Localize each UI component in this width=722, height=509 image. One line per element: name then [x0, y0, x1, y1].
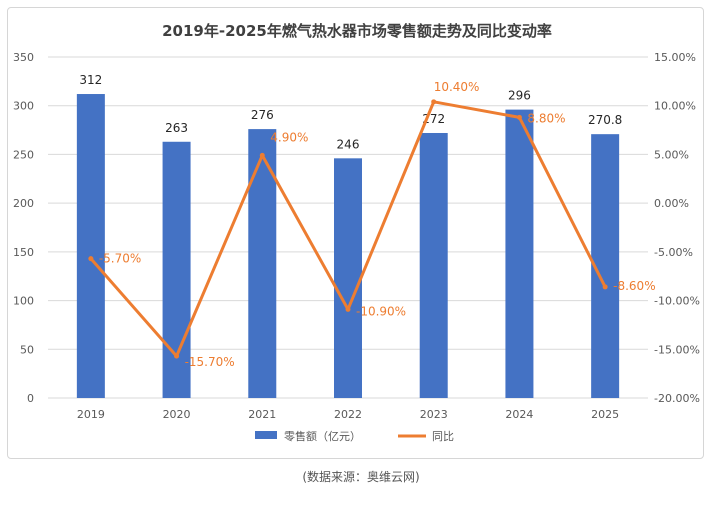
chart-card: 2019年-2025年燃气热水器市场零售额走势及同比变动率 0 50 100 150 20…: [7, 7, 704, 459]
x-tick-label: 2021: [248, 408, 276, 421]
line-point: [345, 306, 351, 312]
y-left-tick-label: 300: [13, 100, 34, 113]
legend-label-line: 同比: [432, 430, 454, 443]
x-tick-label: 2023: [420, 408, 448, 421]
combo-chart: 2019年-2025年燃气热水器市场零售额走势及同比变动率 0 50 100 150 20…: [13, 22, 700, 443]
bar-value-label: 246: [337, 137, 360, 151]
y-right-tick-label: 0.00%: [654, 197, 689, 210]
line-point: [88, 256, 94, 262]
x-tick-label: 2025: [591, 408, 619, 421]
x-tick-label: 2019: [77, 408, 105, 421]
y-right-tick-label: -20.00%: [654, 392, 700, 405]
bar: [419, 132, 448, 398]
bar-value-label: 312: [79, 73, 102, 87]
line-point: [516, 114, 522, 120]
bar: [76, 94, 105, 398]
y-left-tick-label: 0: [27, 392, 34, 405]
y-left-tick-label: 350: [13, 51, 34, 64]
x-tick-label: 2022: [334, 408, 362, 421]
bar: [334, 158, 362, 398]
line-value-label: -5.70%: [99, 252, 141, 266]
y-left-tick-label: 250: [13, 148, 34, 161]
x-tick-label: 2024: [505, 408, 533, 421]
bar-value-label: 296: [508, 89, 531, 103]
y-right-tick-label: -10.00%: [654, 295, 700, 308]
line-point: [259, 152, 265, 158]
bar: [248, 129, 277, 398]
y-left-tick-label: 50: [20, 343, 34, 356]
line-value-label: 8.80%: [527, 111, 565, 125]
legend-swatch-bar: [255, 431, 277, 439]
y-right-tick-label: -15.00%: [654, 343, 700, 356]
bar-value-label: 270.8: [588, 113, 622, 127]
y-right-tick-label: 10.00%: [654, 100, 696, 113]
line-value-label: -8.60%: [613, 279, 655, 293]
line-point: [174, 353, 180, 359]
data-source: (数据来源：奥维云网): [302, 470, 420, 484]
legend-label-bar: 零售额（亿元）: [284, 429, 361, 443]
y-left-tick-label: 200: [13, 197, 34, 210]
y-left-tick-label: 150: [13, 246, 34, 259]
line-value-label: 10.40%: [434, 80, 480, 94]
y-left-tick-label: 100: [13, 295, 34, 308]
line-value-label: -15.70%: [185, 355, 235, 369]
line-point: [431, 99, 437, 105]
bar-value-label: 276: [251, 108, 274, 122]
bar: [505, 109, 534, 399]
bar-value-label: 263: [165, 121, 188, 135]
line-value-label: -10.90%: [356, 304, 406, 318]
y-right-tick-label: -5.00%: [654, 246, 693, 259]
chart-title: 2019年-2025年燃气热水器市场零售额走势及同比变动率: [162, 22, 552, 40]
line-point: [602, 284, 608, 290]
line-value-label: 4.90%: [270, 130, 308, 144]
y-right-tick-label: 15.00%: [654, 51, 696, 64]
y-right-tick-label: 5.00%: [654, 148, 689, 161]
x-tick-label: 2020: [163, 408, 191, 421]
